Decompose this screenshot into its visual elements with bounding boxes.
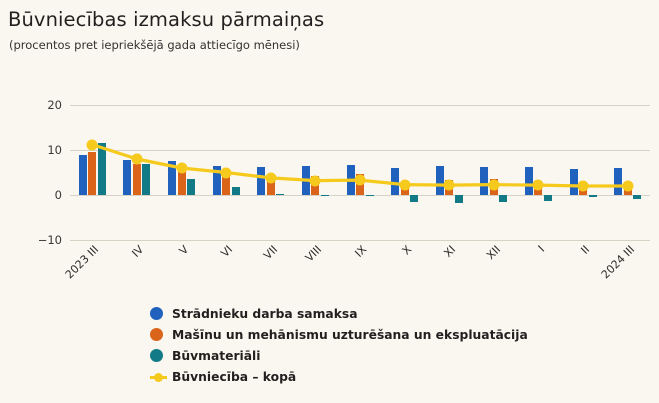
gridline-0	[70, 195, 650, 196]
legend-item-label: Būvniecība – kopā	[172, 369, 297, 384]
bar	[524, 167, 533, 195]
line-marker	[532, 179, 544, 191]
bar	[212, 165, 221, 195]
bar-group	[257, 105, 285, 240]
bar	[454, 195, 463, 203]
legend-item[interactable]: Būvniecība – kopā	[150, 366, 650, 387]
y-tick-label: 20	[47, 98, 62, 112]
bar	[257, 167, 266, 195]
line-marker	[86, 139, 98, 151]
legend-dot-icon	[150, 328, 163, 341]
bar	[97, 143, 106, 195]
legend-line-icon	[150, 370, 167, 383]
page-title: Būvniecības izmaksu pārmaiņas	[8, 8, 325, 31]
gridline--10	[70, 240, 650, 241]
line-marker	[622, 180, 634, 192]
line-marker	[220, 167, 232, 178]
bar	[231, 186, 240, 195]
legend-dot-icon	[150, 349, 163, 362]
bar	[88, 152, 97, 195]
bar	[177, 168, 186, 195]
bar	[123, 159, 132, 195]
legend-item-label: Strādnieku darba samaksa	[172, 306, 358, 321]
bar	[391, 168, 400, 195]
bar-group	[168, 105, 196, 240]
bar	[569, 168, 578, 195]
bar	[320, 195, 329, 197]
x-axis-labels: 2023 III IV V VI VII VIII IX X XI XII I II 2024 III	[63, 243, 650, 293]
bar	[365, 195, 374, 197]
page-subtitle: (procentos pret iepriekšējā gada attiecī…	[9, 38, 300, 52]
line-marker	[176, 162, 188, 174]
legend-item[interactable]: Strādnieku darba samaksa	[150, 303, 650, 324]
line-marker	[577, 180, 589, 192]
line-marker	[131, 153, 143, 165]
y-tick-label: 10	[47, 143, 62, 157]
legend-item[interactable]: Būvmateriāli	[150, 345, 650, 366]
bar-group	[78, 105, 106, 240]
total-line	[90, 142, 630, 188]
bar	[187, 179, 196, 195]
bar	[499, 195, 508, 203]
bar	[410, 195, 419, 202]
line-marker	[443, 179, 455, 191]
line-marker	[399, 179, 411, 191]
bar-group	[212, 105, 240, 240]
plot-area	[70, 105, 650, 241]
legend-item-label: Būvmateriāli	[172, 348, 261, 363]
line-marker	[265, 172, 277, 184]
line-marker	[488, 179, 500, 191]
bar	[222, 172, 231, 195]
y-axis-labels: 20 10 0 −10	[14, 98, 62, 247]
legend-item-label: Mašīnu un mehānismu uzturēšana un eksplu…	[172, 327, 528, 342]
y-tick-label: 0	[54, 188, 62, 202]
bar-group	[123, 105, 151, 240]
bar	[266, 174, 275, 195]
gridline-20	[70, 105, 650, 106]
bar	[543, 195, 552, 202]
bar	[588, 195, 597, 197]
legend-item[interactable]: Mašīnu un mehānismu uzturēšana un eksplu…	[150, 324, 650, 345]
bar	[614, 168, 623, 195]
bar	[276, 193, 285, 195]
gridline-10	[70, 150, 650, 151]
bar	[142, 164, 151, 195]
bar	[78, 154, 87, 195]
bar	[435, 165, 444, 195]
line-marker	[309, 175, 321, 187]
chart-legend: Strādnieku darba samaksa Mašīnu un mehāni…	[150, 303, 650, 387]
y-tick-label: −10	[37, 233, 62, 247]
bar	[132, 163, 141, 195]
bar	[633, 195, 642, 199]
line-marker	[354, 174, 366, 186]
bar	[168, 161, 177, 195]
legend-dot-icon	[150, 307, 163, 320]
bar	[480, 166, 489, 195]
